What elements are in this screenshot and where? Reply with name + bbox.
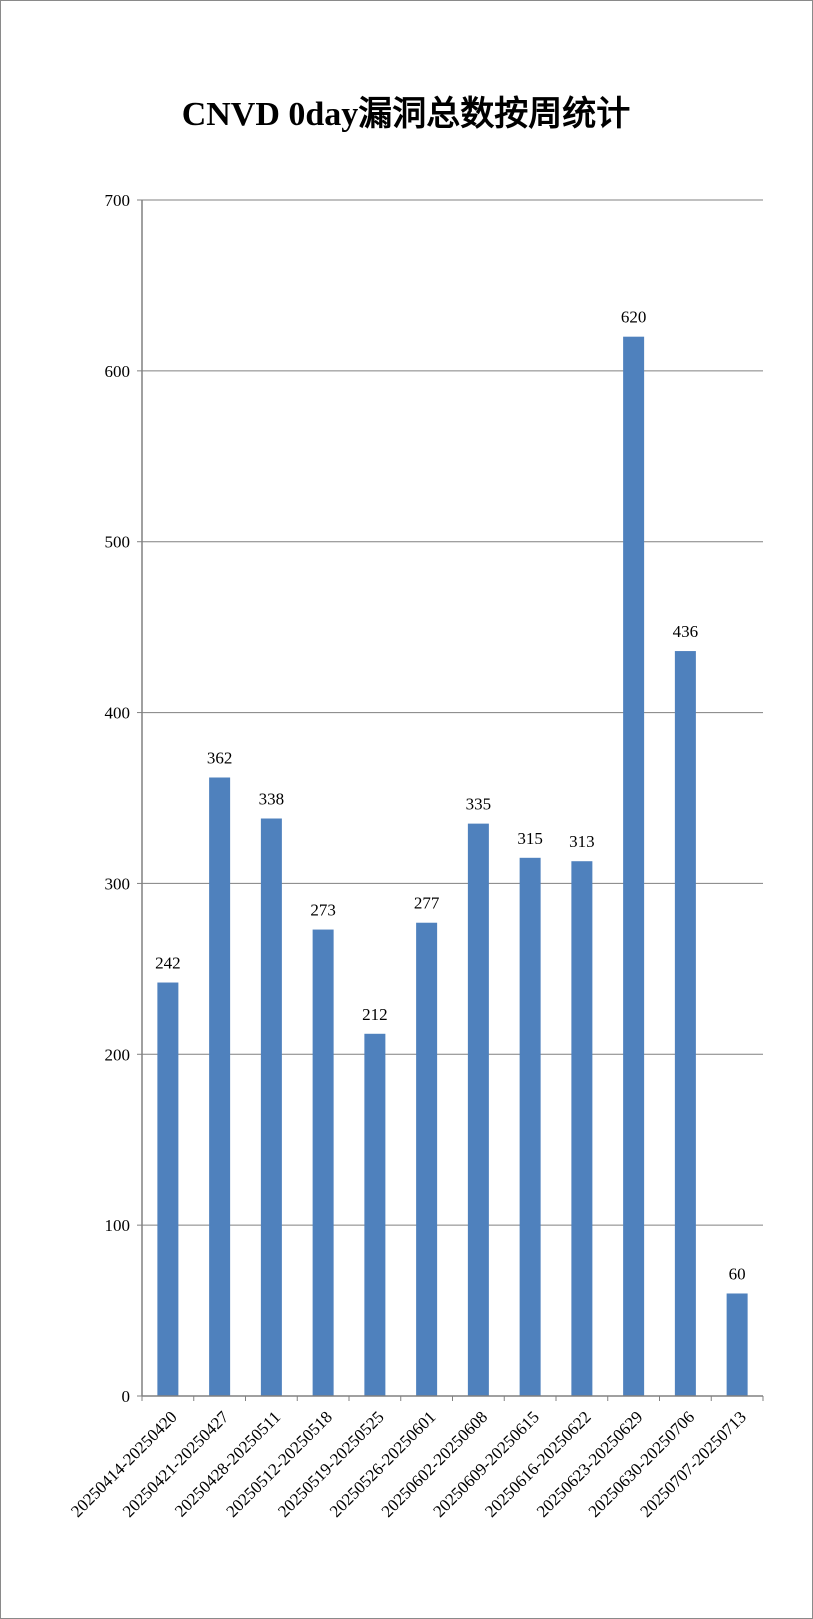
bar — [571, 861, 593, 1396]
bar — [467, 823, 489, 1396]
data-label: 313 — [569, 832, 595, 851]
y-tick-label: 400 — [105, 704, 131, 723]
bar — [260, 818, 282, 1396]
y-tick-label: 700 — [105, 191, 131, 210]
data-label: 362 — [207, 748, 233, 767]
data-label: 436 — [673, 622, 699, 641]
bar — [726, 1293, 748, 1396]
y-tick-label: 100 — [105, 1216, 131, 1235]
data-label: 60 — [729, 1264, 746, 1283]
data-label: 273 — [310, 901, 336, 920]
data-label: 212 — [362, 1005, 388, 1024]
bars — [157, 336, 748, 1397]
bar — [519, 857, 541, 1396]
y-axis-ticks: 0 100 200 300 400 500 600 700 — [105, 191, 142, 1406]
data-label: 338 — [259, 790, 285, 809]
y-tick-label: 500 — [105, 533, 131, 552]
bar — [312, 929, 334, 1396]
gridlines — [142, 199, 763, 1226]
axes — [141, 200, 763, 1397]
bar — [209, 777, 231, 1396]
data-label: 335 — [466, 795, 492, 814]
x-axis-ticks: 20250414-2025042020250421-20250427202504… — [67, 1396, 764, 1521]
y-tick-label: 200 — [105, 1045, 131, 1064]
bar — [157, 982, 179, 1396]
y-tick-label: 300 — [105, 874, 131, 893]
y-tick-label: 0 — [122, 1387, 131, 1406]
bar — [674, 651, 696, 1396]
y-tick-label: 600 — [105, 362, 131, 381]
bar — [416, 922, 438, 1396]
data-label: 620 — [621, 308, 647, 327]
data-label: 242 — [155, 954, 181, 973]
data-label: 277 — [414, 894, 440, 913]
chart-title: CNVD 0day漏洞总数按周统计 — [182, 95, 631, 133]
data-labels: 242 362 338 273 212 277 335 315 313 620 436 60 — [155, 308, 746, 1284]
bar — [364, 1033, 386, 1396]
data-label: 315 — [517, 829, 543, 848]
bar — [623, 336, 645, 1397]
